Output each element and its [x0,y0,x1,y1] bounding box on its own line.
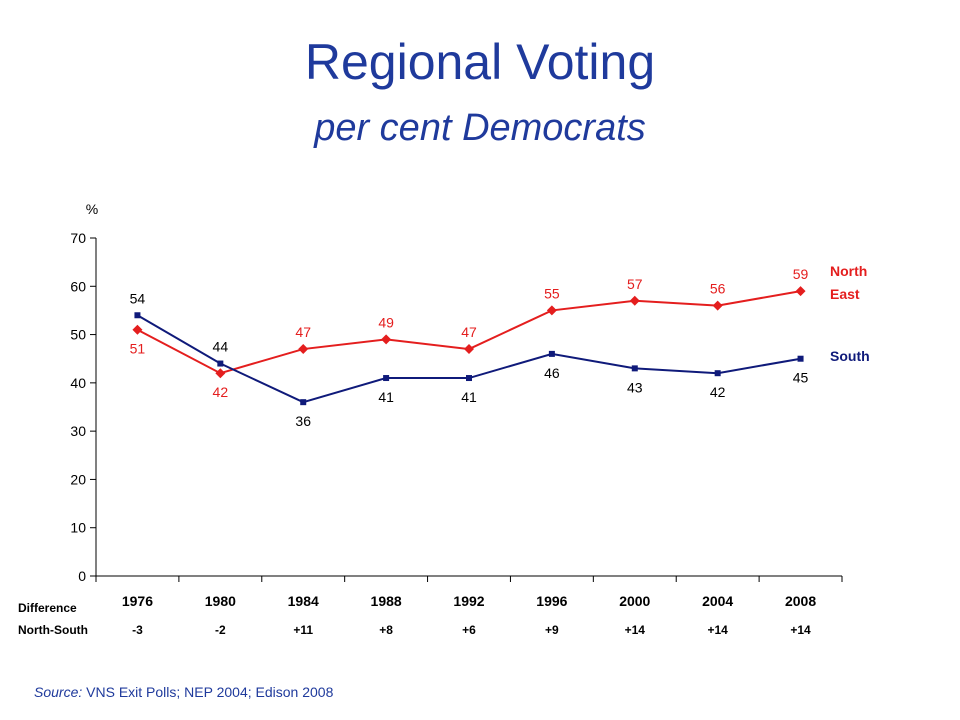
data-point-south [466,375,472,382]
difference-value: +14 [625,623,646,637]
difference-label-line2: North-South [18,623,88,637]
data-label-north_east: 49 [378,314,394,330]
y-tick-label: 30 [70,423,86,439]
data-label-north_east: 47 [295,324,311,340]
source-note: Source: VNS Exit Polls; NEP 2004; Edison… [34,684,333,700]
x-tick-label: 1988 [371,593,402,609]
y-tick-label: 0 [78,568,86,584]
difference-value: -2 [215,623,226,637]
difference-value: +8 [379,623,393,637]
data-point-north_east [132,324,143,335]
source-text: VNS Exit Polls; NEP 2004; Edison 2008 [82,684,334,700]
source-label: Source: [34,684,83,700]
data-point-north_east [629,295,640,306]
difference-value: +11 [293,623,313,637]
data-point-south [631,365,638,372]
data-label-north_east: 47 [461,324,477,340]
data-point-south [797,355,804,362]
data-label-south: 41 [461,389,477,405]
data-point-north_east [795,286,806,297]
x-tick-label: 2008 [785,593,816,609]
data-point-north_east [298,344,309,355]
data-point-south [714,370,721,377]
difference-value: +14 [790,623,811,637]
x-tick-label: 2004 [702,593,733,609]
data-point-north_east [546,305,557,316]
difference-value: +9 [545,623,559,637]
data-label-south: 36 [295,413,311,429]
data-label-south: 44 [213,339,229,355]
data-point-south [134,312,141,319]
data-label-south: 54 [130,290,146,306]
x-tick-label: 1976 [122,593,153,609]
x-tick-label: 1984 [288,593,319,609]
y-tick-label: 60 [70,278,86,294]
data-label-south: 46 [544,365,560,381]
data-label-north_east: 51 [130,341,146,357]
data-point-north_east [712,300,723,311]
x-tick-label: 2000 [619,593,650,609]
x-tick-label: 1992 [453,593,484,609]
chart-title: Regional Voting [304,34,656,90]
y-tick-label: 20 [70,471,86,487]
y-tick-label: 40 [70,375,86,391]
difference-label-line1: Difference [18,601,77,615]
data-label-south: 45 [793,370,809,386]
data-label-north_east: 56 [710,281,726,297]
y-tick-label: 10 [70,520,86,536]
data-label-north_east: 59 [793,266,809,282]
data-label-north_east: 55 [544,285,560,301]
data-point-north_east [381,334,392,345]
series-label-south: South [830,348,870,364]
y-tick-label: 50 [70,327,86,343]
data-point-south [300,399,307,406]
data-label-south: 43 [627,379,643,395]
series-label-north-east-line2: East [830,286,860,302]
data-point-south [217,360,224,367]
data-point-north_east [464,344,474,355]
data-label-south: 41 [378,389,394,405]
data-point-south [383,375,390,382]
data-label-south: 42 [710,384,726,400]
data-point-north_east [215,368,226,379]
y-tick-label: 70 [70,230,86,246]
difference-value: -3 [132,623,143,637]
y-axis-label: % [86,201,98,217]
x-tick-label: 1996 [536,593,567,609]
x-tick-label: 1980 [205,593,236,609]
difference-value: +14 [707,623,728,637]
difference-value: +6 [462,623,476,637]
series-label-north-east-line1: North [830,263,867,279]
data-point-south [548,350,555,357]
data-label-north_east: 57 [627,276,643,292]
chart-subtitle: per cent Democrats [314,107,646,149]
data-label-north_east: 42 [213,384,229,400]
